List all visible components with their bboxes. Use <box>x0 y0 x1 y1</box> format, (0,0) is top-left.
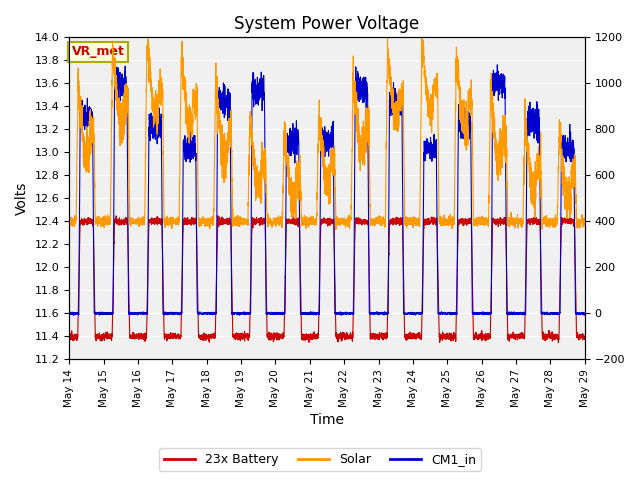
Solar <box>388 106 396 111</box>
23x Battery <box>581 335 589 341</box>
23x Battery <box>214 213 221 219</box>
CM1_in <box>493 62 501 68</box>
CM1_in <box>263 310 271 316</box>
CM1_in <box>531 115 539 120</box>
Legend: 23x Battery, Solar, CM1_in: 23x Battery, Solar, CM1_in <box>159 448 481 471</box>
Solar <box>65 215 73 221</box>
23x Battery <box>127 335 134 340</box>
Solar <box>419 25 426 31</box>
23x Battery <box>65 334 73 340</box>
Text: VR_met: VR_met <box>72 46 125 59</box>
23x Battery <box>533 218 541 224</box>
CM1_in <box>534 129 541 135</box>
CM1_in <box>127 311 135 316</box>
23x Battery <box>554 334 561 340</box>
CM1_in <box>65 310 73 316</box>
23x Battery <box>263 311 271 316</box>
X-axis label: Time: Time <box>310 413 344 427</box>
Solar <box>332 227 340 232</box>
CM1_in <box>554 311 561 316</box>
Line: 23x Battery: 23x Battery <box>69 216 585 343</box>
23x Battery <box>388 216 396 222</box>
Solar <box>581 216 589 221</box>
Solar <box>554 205 561 211</box>
Title: System Power Voltage: System Power Voltage <box>234 15 420 33</box>
Solar <box>531 192 539 198</box>
Solar <box>127 223 134 229</box>
Line: CM1_in: CM1_in <box>69 65 585 315</box>
Solar <box>263 207 271 213</box>
CM1_in <box>70 312 77 318</box>
Solar <box>534 157 541 163</box>
Y-axis label: Volts: Volts <box>15 182 29 215</box>
23x Battery <box>531 217 539 223</box>
CM1_in <box>581 311 589 316</box>
23x Battery <box>555 340 563 346</box>
Line: Solar: Solar <box>69 28 585 229</box>
CM1_in <box>388 107 396 113</box>
